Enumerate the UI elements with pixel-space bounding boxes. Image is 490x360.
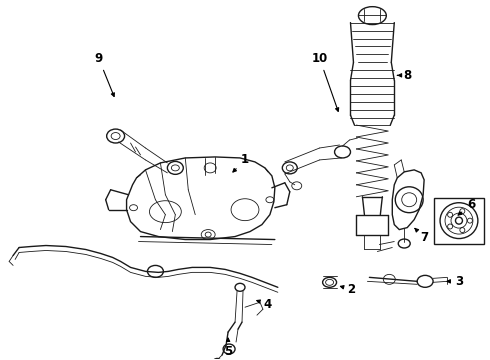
Text: 5: 5 [224, 338, 232, 357]
Text: 6: 6 [458, 198, 475, 215]
Text: 10: 10 [312, 52, 339, 111]
Text: 4: 4 [257, 298, 272, 311]
Text: 8: 8 [397, 69, 411, 82]
Text: 9: 9 [95, 52, 114, 96]
Text: 7: 7 [415, 228, 428, 244]
Text: 1: 1 [233, 153, 249, 172]
Bar [434, 198, 484, 243]
Text: 2: 2 [341, 283, 356, 296]
Text: 3: 3 [447, 275, 463, 288]
